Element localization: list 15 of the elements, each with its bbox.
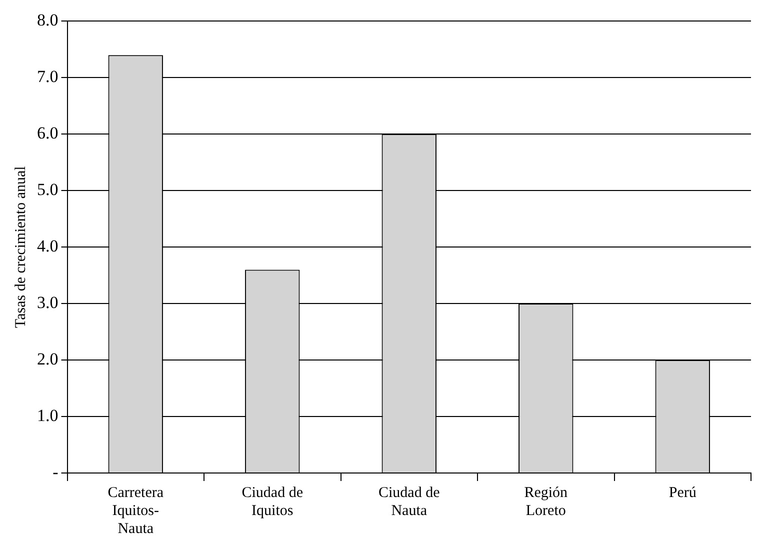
y-tick-label: 3.0 xyxy=(37,293,58,312)
x-tick-label: Región Loreto xyxy=(524,484,568,519)
y-tick-label: 4.0 xyxy=(37,236,58,256)
y-tick-label: 2.0 xyxy=(37,350,58,369)
y-tick-label: - xyxy=(52,462,59,482)
y-axis-title: Tasas de crecimiento anual xyxy=(12,166,29,328)
y-tick-label: 6.0 xyxy=(37,124,58,143)
y-tick-label: 7.0 xyxy=(37,67,58,86)
y-tick-label: 8.0 xyxy=(37,10,58,30)
y-tick-label: 1.0 xyxy=(37,406,58,425)
x-tick-label: Perú xyxy=(668,484,697,501)
x-tick-label: Carretera Iquitos-Nauta xyxy=(108,484,164,537)
y-tick-label: 5.0 xyxy=(37,180,58,200)
x-tick-label: Ciudad de Iquitos xyxy=(242,484,304,519)
x-tick-label: Ciudad de Nauta xyxy=(378,484,440,519)
